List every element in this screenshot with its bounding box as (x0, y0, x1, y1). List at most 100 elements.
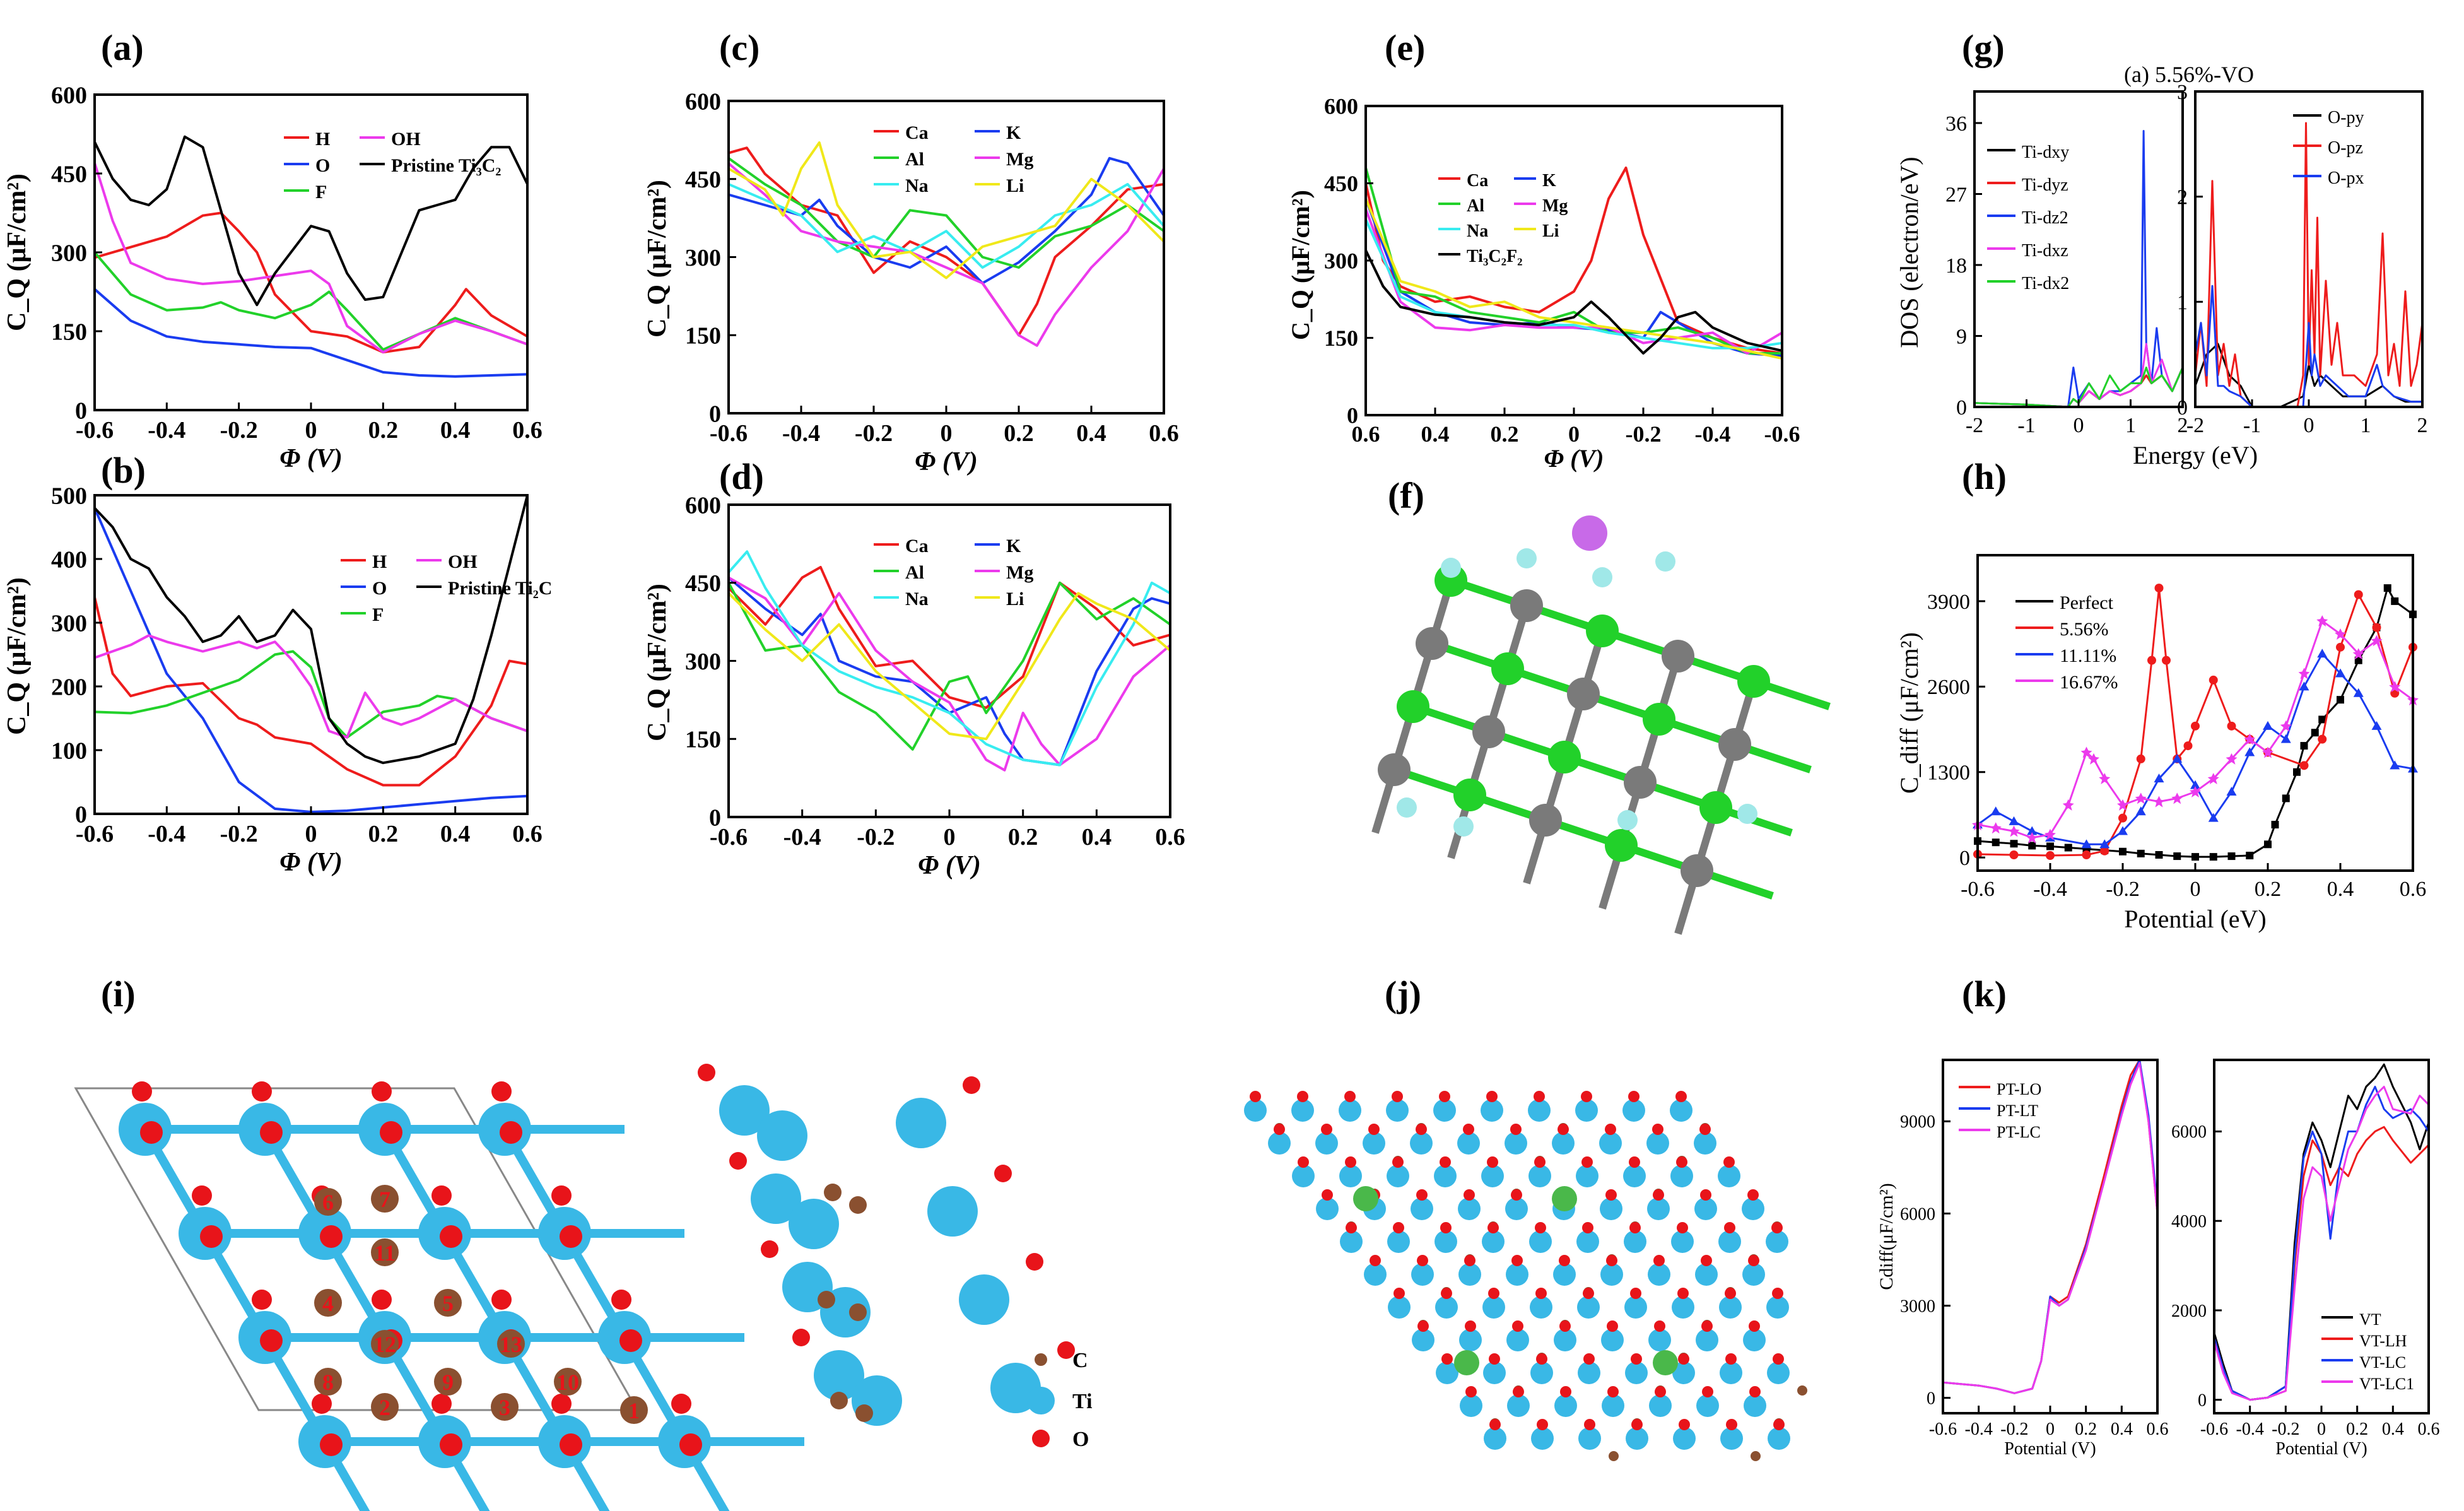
atom-o (440, 1433, 462, 1456)
atom-ti (1387, 1230, 1410, 1253)
atom-ti (1600, 1197, 1622, 1220)
legend-label: Li (1542, 221, 1559, 241)
data-point (2136, 754, 2145, 763)
data-point (2155, 851, 2163, 859)
legend-label: VT-LC (2359, 1353, 2406, 1372)
y-tick-label: 600 (51, 82, 87, 109)
x-tick-label: 0.6 (1155, 824, 1185, 850)
y-tick-label: 600 (685, 492, 721, 519)
atom-ti (1744, 1394, 1766, 1417)
data-point (2172, 753, 2183, 763)
site-number: 9 (442, 1370, 454, 1395)
atom-o (252, 1290, 272, 1310)
axis-label-x: Φ (V) (279, 444, 343, 473)
legend-atom-c (1035, 1353, 1047, 1366)
atom-ti (1626, 1427, 1648, 1450)
atom-ti (1268, 1132, 1291, 1155)
series-line-f (95, 650, 527, 739)
series-line-o-pz (2195, 122, 2422, 407)
structure-i-side: C Ti O (698, 1064, 1093, 1451)
panel-label-a: (a) (101, 27, 144, 68)
x-tick-label: -0.6 (1961, 878, 1995, 901)
site-number: 2 (379, 1395, 390, 1420)
atom-o (1298, 1156, 1309, 1168)
data-point (2391, 597, 2399, 605)
atom-o (1321, 1124, 1332, 1135)
data-point (2100, 846, 2109, 855)
atom-o (1748, 1255, 1759, 1266)
series-line-al (729, 157, 1164, 269)
data-point (2046, 842, 2054, 850)
panel-label-e: (e) (1385, 27, 1425, 68)
data-point (2299, 761, 2309, 770)
data-point (2088, 753, 2099, 765)
atom-ti (1506, 1263, 1528, 1286)
x-tick-label: 0.4 (1082, 824, 1112, 850)
atom (1416, 627, 1448, 660)
atom-c (818, 1291, 835, 1308)
atom-o (192, 1185, 212, 1206)
atom-o (372, 1290, 392, 1310)
y-tick-label: 450 (685, 570, 721, 597)
data-point (2099, 839, 2110, 849)
y-tick-label: 150 (685, 323, 721, 350)
atom-o (1725, 1288, 1736, 1299)
x-tick-label: -0.2 (220, 821, 258, 847)
legend-label: Ca (905, 122, 929, 143)
atom-o (560, 1433, 582, 1456)
atom-o (1559, 1320, 1571, 1332)
y-tick-label: 36 (1945, 112, 1967, 136)
x-tick-label: 0 (2317, 1420, 2326, 1439)
atom-o (372, 1081, 392, 1102)
dopant-atom (1454, 1350, 1479, 1375)
x-tick-label: -0.6 (710, 824, 748, 850)
data-point (2173, 852, 2181, 861)
atom-o (320, 1225, 343, 1248)
atom-ti (1460, 1394, 1482, 1417)
legend-label: H (315, 129, 330, 150)
x-tick-label: -0.4 (2236, 1420, 2264, 1439)
site-number: 12 (373, 1332, 396, 1357)
y-tick-label: 0 (2177, 396, 2188, 420)
atom-ti (1459, 1329, 1482, 1351)
x-tick-label: -0.6 (1764, 421, 1800, 447)
atom-ti (1530, 1361, 1553, 1384)
atom-ti (1672, 1361, 1695, 1384)
atom-ti (1483, 1361, 1506, 1384)
legend-label: Al (905, 149, 924, 170)
plot-frame (1364, 105, 1783, 416)
data-point (2190, 786, 2201, 797)
atom-o (729, 1152, 747, 1170)
atom-c (1609, 1451, 1619, 1461)
panel-label-h: (h) (1962, 456, 2007, 497)
data-point (2010, 840, 2018, 848)
atom-o (1605, 1189, 1617, 1201)
data-point (2147, 656, 2156, 665)
atom-ti (1434, 1230, 1457, 1253)
atom-o (1417, 1320, 1429, 1332)
y-tick-label: 0 (709, 804, 721, 831)
atom-ti (1484, 1427, 1506, 1450)
series-line-vt-lc1 (2214, 1086, 2429, 1401)
legend-label: PT-LO (1997, 1080, 2041, 1098)
atom-ti (1766, 1230, 1788, 1253)
atom-ti (1339, 1099, 1361, 1122)
site-number: 5 (442, 1291, 454, 1316)
atom-ti (1529, 1230, 1552, 1253)
axis-label-y: C_Q (μF/cm²) (643, 584, 672, 741)
y-tick-label: 3000 (1900, 1296, 1935, 1316)
x-tick-label: 0.4 (1076, 420, 1106, 447)
atom (1567, 678, 1600, 710)
atom-o (1701, 1255, 1712, 1266)
atom-f (1737, 804, 1757, 824)
x-tick-label: -0.4 (2033, 878, 2067, 901)
atom-ti (959, 1274, 1009, 1325)
x-tick-label: -0.4 (782, 420, 820, 447)
x-tick-label: -1 (2243, 414, 2261, 437)
atom-ti (1507, 1394, 1530, 1417)
data-point (2389, 681, 2401, 693)
atom-ti (896, 1098, 946, 1148)
panel-label-g: (g) (1962, 27, 2005, 68)
axis-label-x: Potential (V) (2004, 1439, 2096, 1459)
atom-o (1344, 1091, 1356, 1102)
